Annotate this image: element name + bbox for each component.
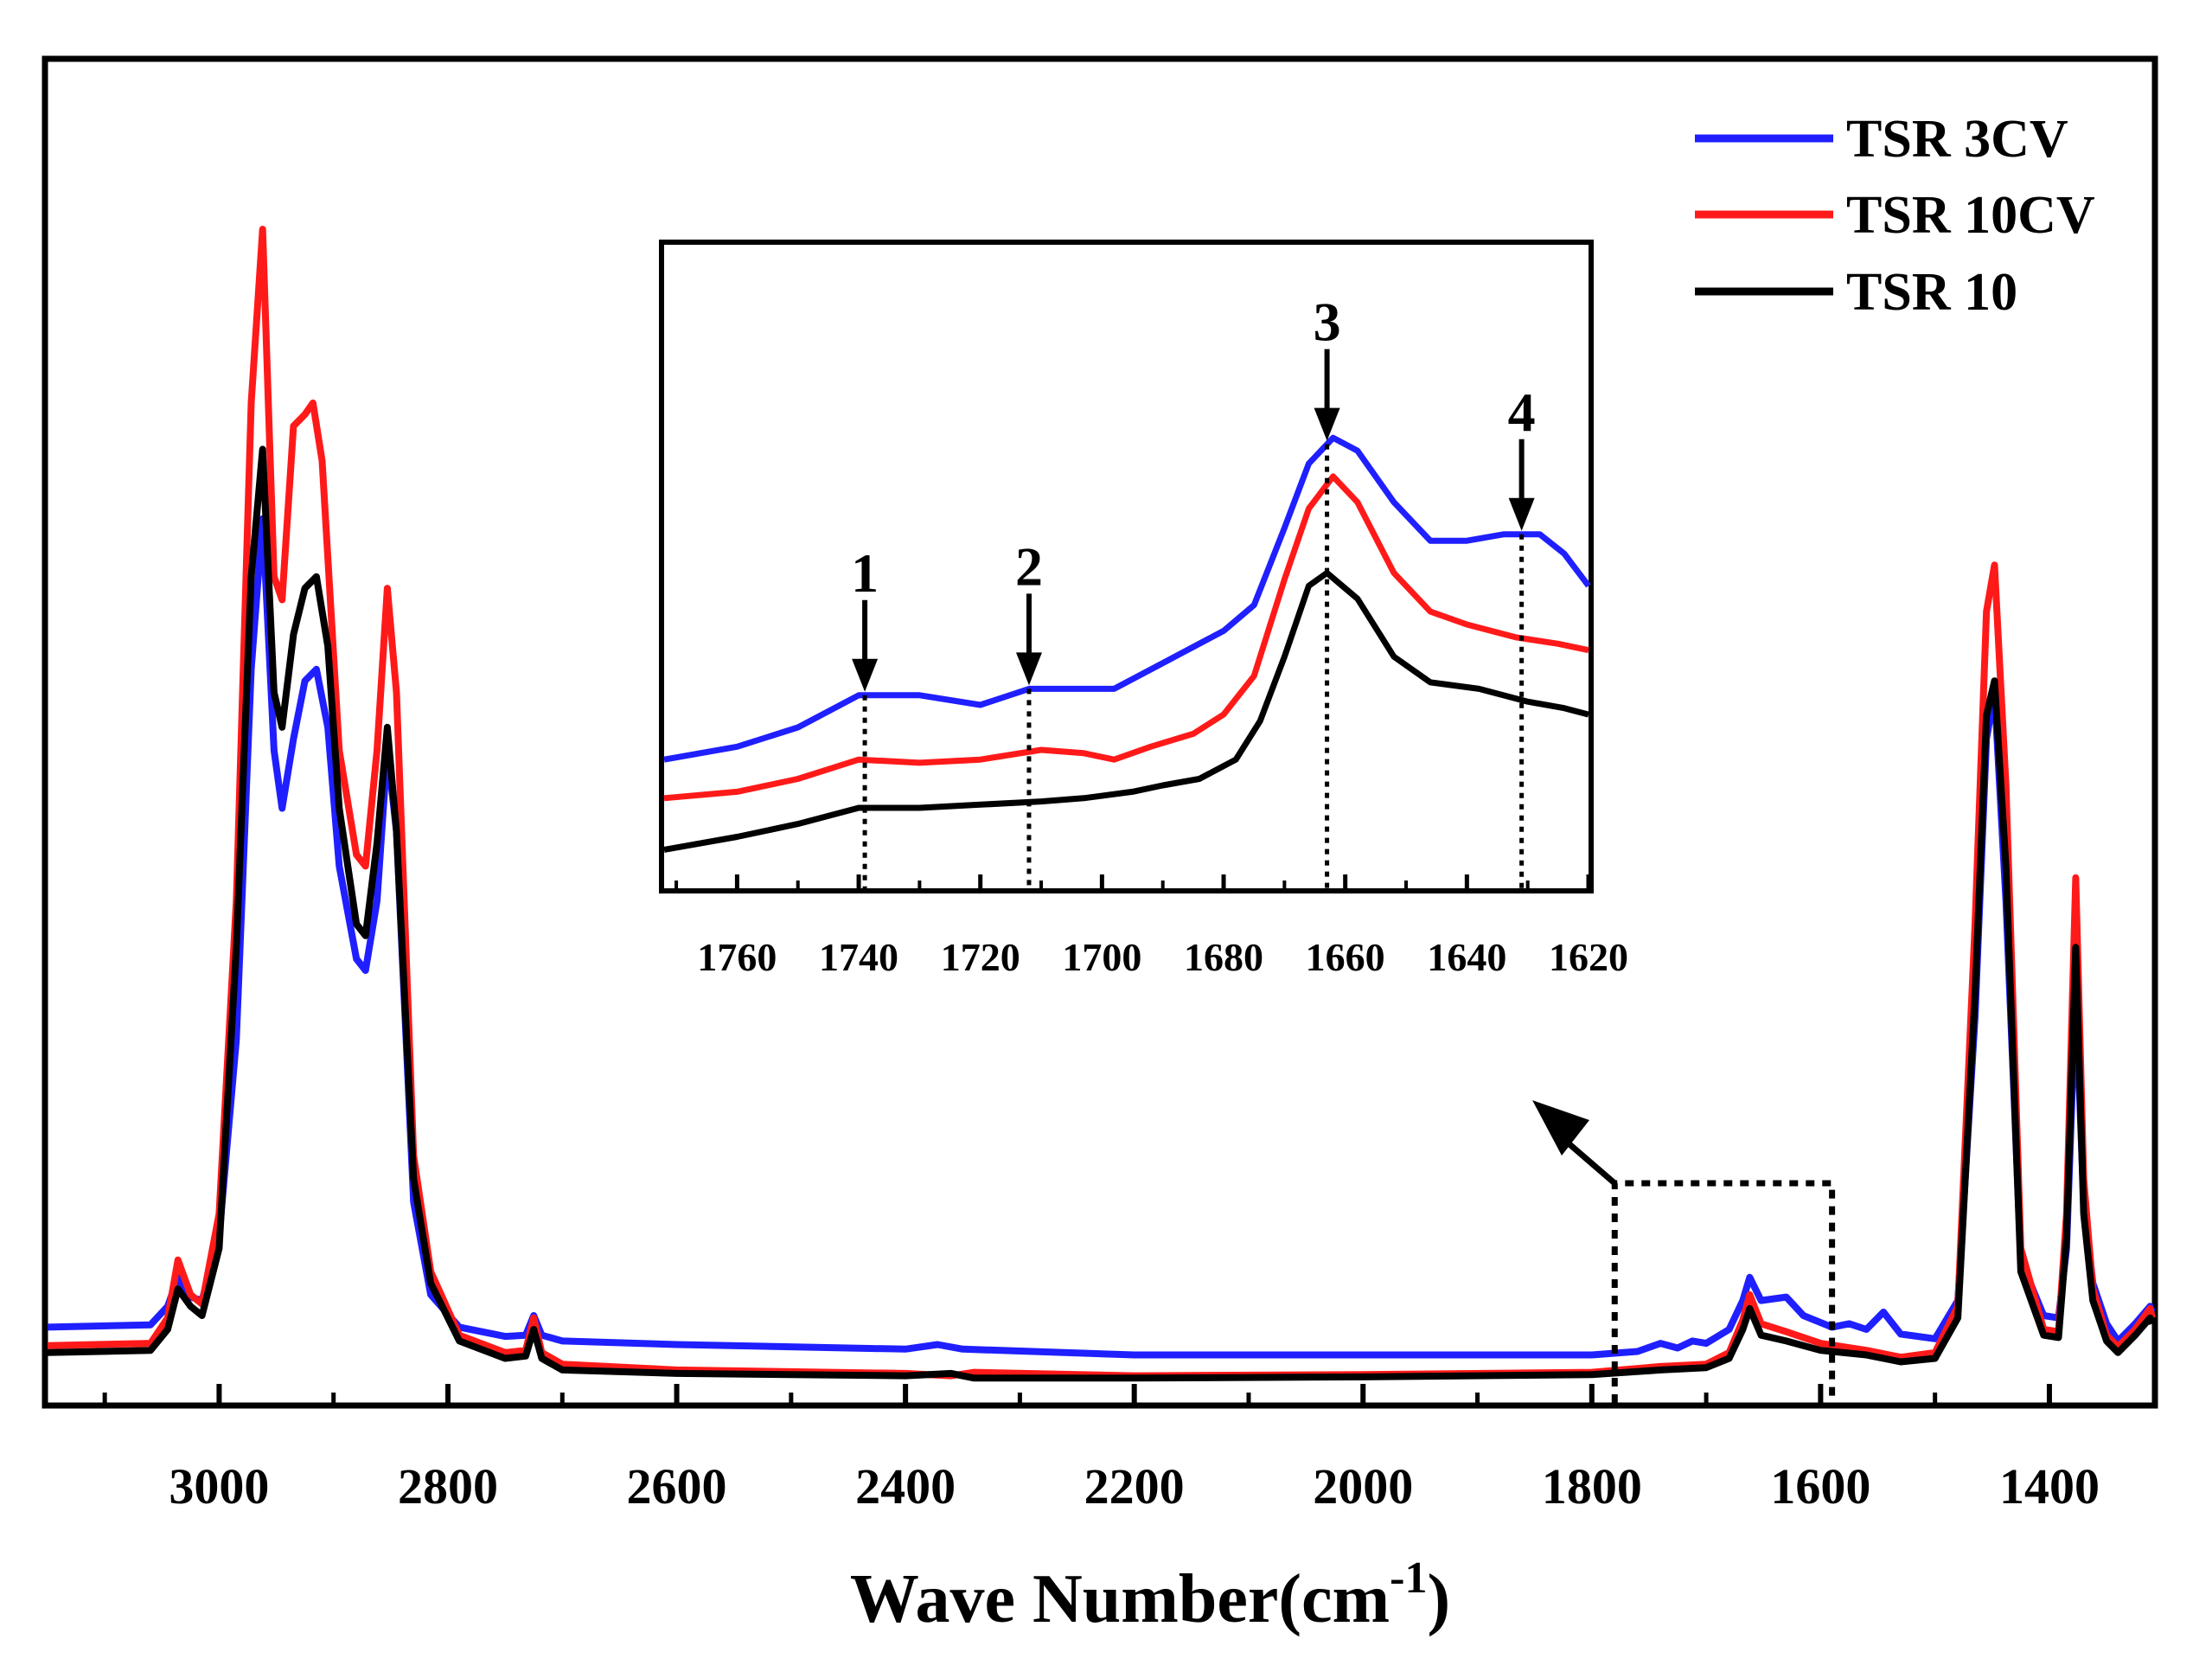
inset-series-group [663,434,1591,853]
zoom-indicator [1532,1100,1836,1403]
inset-x-tick-label-1620: 1620 [1549,935,1628,979]
x-tick-label-2800: 2800 [398,1458,498,1515]
x-axis-label-main: Wave Number [850,1561,1279,1637]
inset-x-tick-label-1740: 1740 [819,935,898,979]
x-tick-label-3000: 3000 [169,1458,269,1515]
x-axis-label-open: ( [1278,1561,1301,1637]
peak-marker-label-2: 2 [1015,535,1043,597]
x-tick-label-1400: 1400 [1999,1458,2100,1515]
legend-label-tsr-3cv: TSR 3CV [1846,110,2068,169]
x-tick-label-1600: 1600 [1770,1458,1870,1515]
inset-x-tick-label-1720: 1720 [941,935,1020,979]
legend-label-tsr-10cv: TSR 10CV [1846,186,2095,245]
peak-marker-label-4: 4 [1508,381,1536,443]
peak-marker-arrow-head-2 [1015,652,1042,686]
peak-marker-arrow-head-4 [1508,497,1535,531]
inset-frame [659,240,1594,893]
legend-label-tsr-10: TSR 10 [1846,263,2017,322]
main-series-group [47,226,2156,1382]
inset-x-tick-label-1700: 1700 [1062,935,1141,979]
main-plot-frame [42,55,2158,1409]
x-tick-label-2400: 2400 [855,1458,956,1515]
inset-x-tick-label-1640: 1640 [1427,935,1506,979]
x-axis-label: Wave Number(cm-1) [850,1553,1450,1637]
inset-x-tick-label-1760: 1760 [697,935,777,979]
inset-series-line-tsr-10 [663,569,1589,853]
x-axis-label-close: ) [1428,1561,1451,1637]
x-tick-label-2200: 2200 [1084,1458,1185,1515]
peak-marker-arrow-head-3 [1314,407,1340,441]
x-tick-label-2600: 2600 [627,1458,727,1515]
x-tick-label-1800: 1800 [1542,1458,1642,1515]
inset-x-tick-label-1680: 1680 [1184,935,1263,979]
zoom-region-box [1611,1180,1836,1403]
series-line-tsr-10 [47,445,2156,1382]
x-axis-label-exponent: -1 [1390,1553,1427,1603]
peak-marker-arrow-head-1 [852,658,879,692]
peak-marker-label-1: 1 [851,542,879,604]
inset-series-line-tsr-3cv [663,434,1591,763]
inset-series-line-tsr-10cv [663,473,1589,802]
x-tick-label-2000: 2000 [1313,1458,1413,1515]
zoom-arrow-head [1532,1100,1589,1156]
inset-peak-markers: 1 2 3 4 [851,291,1536,888]
x-axis-label-unit: cm [1301,1561,1390,1637]
legend: TSR 3CV TSR 10CV TSR 10 [1695,110,2095,322]
peak-marker-label-3: 3 [1314,291,1341,353]
inset-x-ticks: 1760 1740 1720 1700 1680 1660 1640 1620 [674,874,1628,979]
main-x-ticks: 3000 2800 2600 2400 2200 2000 1800 1600 1400 [102,1384,2100,1515]
inset-x-tick-label-1660: 1660 [1306,935,1385,979]
